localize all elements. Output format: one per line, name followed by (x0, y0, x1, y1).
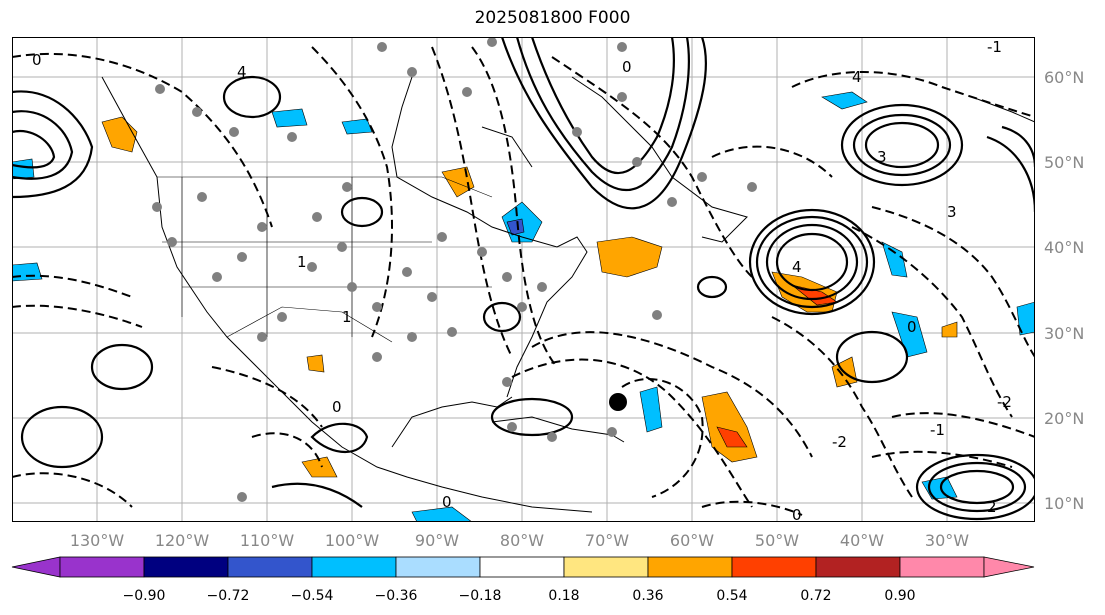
contour-label: 4 (237, 63, 247, 81)
lon-label: 90°W (415, 531, 459, 550)
contour-label: -2 (832, 433, 847, 451)
contour-label: 0 (332, 398, 342, 416)
contour-label: 3 (877, 148, 887, 166)
borders (157, 176, 493, 343)
colorbar-tick: 0.54 (716, 588, 747, 604)
lon-label: 80°W (500, 531, 544, 550)
lon-label: 100°W (325, 531, 380, 550)
lat-label: 20°N (1044, 409, 1084, 428)
station-dots (152, 37, 757, 502)
colorbar-segment (479, 556, 565, 578)
colorbar-segment (563, 556, 649, 578)
lon-label: 70°W (585, 531, 629, 550)
colorbar-tick: 0.36 (632, 588, 663, 604)
contour-label: 1 (297, 253, 307, 271)
contour-label: -1 (930, 421, 945, 439)
lat-label: 40°N (1044, 238, 1084, 257)
colorbar-segment (815, 556, 901, 578)
contour-label: -1 (987, 38, 1002, 56)
colorbar-segment (143, 556, 229, 578)
map-panel: 0 -1 4 3 4 -2 -2 -1 0 0 0 1 1 4 0 0 3 2 (12, 37, 1035, 522)
lon-label: 50°W (755, 531, 799, 550)
colorbar-tick: 0.72 (800, 588, 831, 604)
solid-contours (12, 37, 1035, 521)
contour-label: 4 (792, 258, 802, 276)
storm-center-marker (609, 393, 627, 411)
contour-label: 3 (947, 203, 957, 221)
plot-title: 2025081800 F000 (474, 8, 631, 28)
colorbar-tick: −0.18 (459, 588, 502, 604)
contour-label: 4 (852, 68, 862, 86)
colorbar-segment (395, 556, 481, 578)
contour-label: 0 (442, 493, 452, 511)
contour-label: 0 (907, 318, 917, 336)
contour-label: 0 (32, 51, 42, 69)
lat-label: 10°N (1044, 494, 1084, 513)
dashed-contours (12, 46, 1035, 516)
colorbar-tick: −0.36 (375, 588, 418, 604)
map-frame (12, 37, 1035, 522)
colorbar (11, 556, 1035, 578)
colorbar-segment (731, 556, 817, 578)
colorbar-tick: −0.90 (123, 588, 166, 604)
contour-label: 0 (622, 58, 632, 76)
colorbar-tick: 0.90 (884, 588, 915, 604)
colorbar-segment (311, 556, 397, 578)
colorbar-under-arrow (11, 556, 61, 578)
colorbar-segment (227, 556, 313, 578)
contour-label: 1 (342, 308, 352, 326)
lon-label: 120°W (155, 531, 210, 550)
lat-label: 60°N (1044, 68, 1084, 87)
contour-label: 2 (987, 498, 997, 516)
contour-label: -2 (997, 393, 1012, 411)
colorbar-segment (59, 556, 145, 578)
contour-labels: 0 -1 4 3 4 -2 -2 -1 0 0 0 1 1 4 0 0 3 2 (32, 38, 1012, 522)
lon-label: 130°W (70, 531, 125, 550)
lat-label: 50°N (1044, 153, 1084, 172)
lon-label: 110°W (240, 531, 295, 550)
lon-label: 40°W (840, 531, 884, 550)
lon-label: 30°W (925, 531, 969, 550)
colorbar-segment (647, 556, 733, 578)
colorbar-segment (899, 556, 985, 578)
lat-label: 30°N (1044, 324, 1084, 343)
contour-label: 0 (792, 506, 802, 522)
colorbar-tick: −0.72 (207, 588, 250, 604)
colorbar-tick: 0.18 (548, 588, 579, 604)
colorbar-over-arrow (983, 556, 1035, 578)
colorbar-tick: −0.54 (291, 588, 334, 604)
lon-label: 60°W (670, 531, 714, 550)
